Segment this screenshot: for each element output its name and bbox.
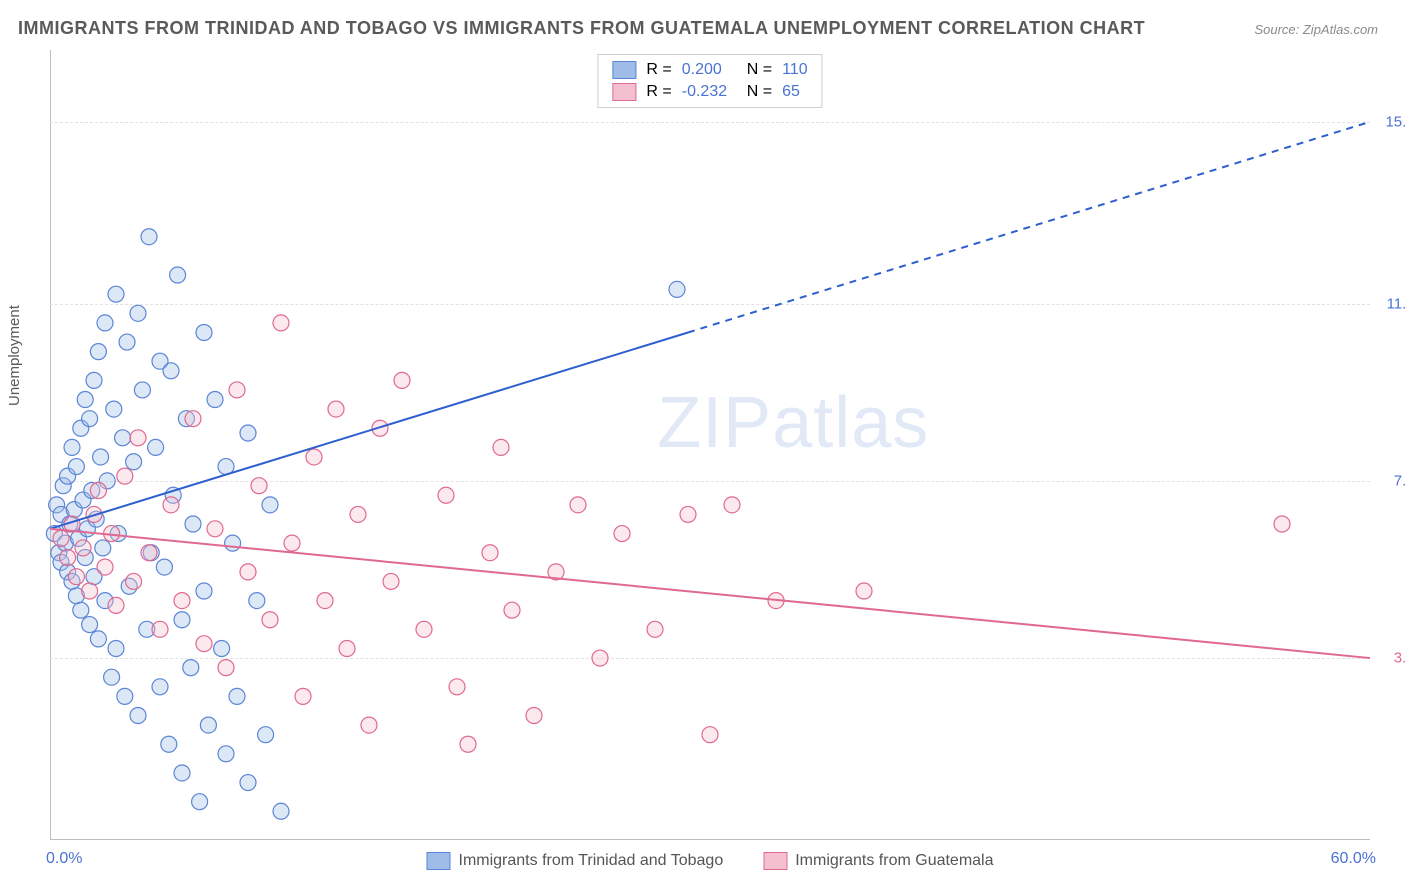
chart-title: IMMIGRANTS FROM TRINIDAD AND TOBAGO VS I…	[18, 18, 1145, 39]
plot-area: 3.8%7.5%11.2%15.0% 0.0% 60.0% ZIPatlas R…	[50, 50, 1370, 840]
swatch-guatemala	[612, 83, 636, 101]
n-value: 110	[782, 61, 808, 79]
n-label: N =	[747, 83, 772, 101]
r-value: -0.232	[682, 83, 737, 101]
legend-item-trinidad: Immigrants from Trinidad and Tobago	[426, 852, 723, 870]
r-label: R =	[646, 61, 671, 79]
legend-row-guatemala: R = -0.232 N = 65	[612, 81, 807, 103]
x-tick-min: 0.0%	[46, 850, 82, 868]
x-tick-max: 60.0%	[1331, 850, 1376, 868]
n-label: N =	[747, 61, 772, 79]
n-value: 65	[782, 83, 800, 101]
scatter-svg	[50, 50, 1370, 840]
swatch-guatemala	[763, 852, 787, 870]
r-label: R =	[646, 83, 671, 101]
swatch-trinidad	[612, 61, 636, 79]
series-legend: Immigrants from Trinidad and Tobago Immi…	[426, 852, 993, 870]
series-label: Immigrants from Guatemala	[795, 852, 993, 870]
y-axis-label: Unemployment	[6, 305, 23, 406]
source-label: Source: ZipAtlas.com	[1254, 22, 1378, 37]
legend-item-guatemala: Immigrants from Guatemala	[763, 852, 993, 870]
legend-row-trinidad: R = 0.200 N = 110	[612, 59, 807, 81]
correlation-legend: R = 0.200 N = 110 R = -0.232 N = 65	[597, 54, 822, 108]
series-label: Immigrants from Trinidad and Tobago	[458, 852, 723, 870]
swatch-trinidad	[426, 852, 450, 870]
r-value: 0.200	[682, 61, 737, 79]
